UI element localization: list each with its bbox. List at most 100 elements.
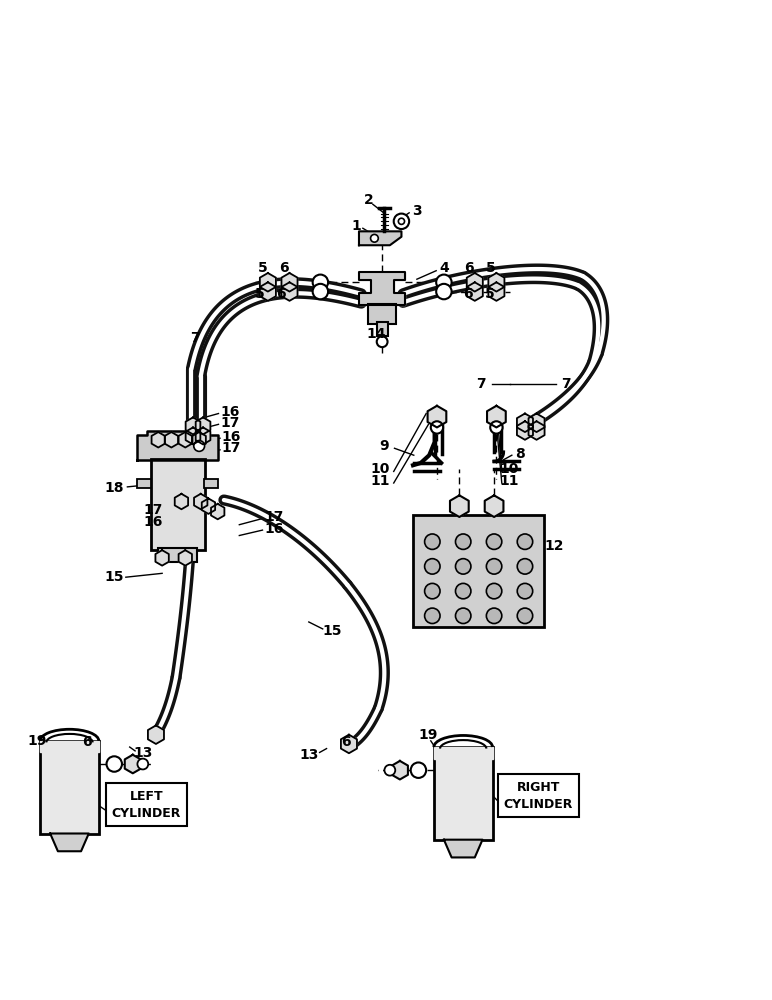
- Circle shape: [436, 275, 452, 290]
- Circle shape: [455, 534, 471, 549]
- Polygon shape: [359, 231, 401, 245]
- Polygon shape: [201, 498, 215, 514]
- Text: 5: 5: [255, 287, 264, 301]
- Polygon shape: [148, 725, 164, 744]
- Polygon shape: [151, 432, 165, 448]
- Text: 5: 5: [486, 261, 496, 275]
- Polygon shape: [428, 406, 446, 427]
- Text: 14: 14: [366, 327, 386, 341]
- Circle shape: [517, 559, 533, 574]
- Text: 13: 13: [299, 748, 319, 762]
- Bar: [377, 322, 388, 336]
- Circle shape: [371, 234, 378, 242]
- Bar: [498, 774, 579, 817]
- Polygon shape: [50, 834, 89, 851]
- Polygon shape: [185, 427, 201, 444]
- Text: 17: 17: [220, 416, 240, 430]
- Text: 16: 16: [222, 430, 242, 444]
- Polygon shape: [260, 282, 276, 301]
- Polygon shape: [194, 494, 208, 509]
- Polygon shape: [174, 494, 188, 509]
- Circle shape: [137, 759, 148, 769]
- Text: 8: 8: [515, 447, 524, 461]
- Circle shape: [486, 559, 502, 574]
- Circle shape: [384, 765, 395, 776]
- Polygon shape: [529, 414, 544, 432]
- Text: 5: 5: [258, 261, 267, 275]
- Polygon shape: [282, 282, 297, 301]
- Bar: [151, 459, 205, 550]
- Polygon shape: [392, 761, 408, 779]
- Polygon shape: [195, 427, 211, 444]
- Text: 10: 10: [371, 462, 391, 476]
- Polygon shape: [282, 273, 297, 292]
- Circle shape: [517, 583, 533, 599]
- Bar: [40, 741, 99, 834]
- Bar: [137, 479, 151, 488]
- Text: CYLINDER: CYLINDER: [112, 807, 181, 820]
- Circle shape: [398, 218, 405, 224]
- Polygon shape: [434, 747, 493, 759]
- Text: 5: 5: [485, 287, 494, 301]
- Circle shape: [517, 608, 533, 624]
- Bar: [106, 783, 187, 826]
- Text: 11: 11: [499, 474, 520, 488]
- Text: 6: 6: [463, 287, 472, 301]
- Polygon shape: [185, 417, 201, 434]
- Text: 15: 15: [104, 570, 124, 584]
- Text: RIGHT: RIGHT: [516, 781, 560, 794]
- Text: 6: 6: [465, 261, 474, 275]
- Text: 6: 6: [276, 287, 286, 301]
- Polygon shape: [467, 273, 482, 292]
- Bar: [413, 515, 544, 627]
- Text: 6: 6: [279, 261, 289, 275]
- Text: 7: 7: [190, 331, 199, 345]
- Text: 16: 16: [264, 522, 284, 536]
- Text: 4: 4: [439, 261, 449, 275]
- Polygon shape: [489, 282, 504, 301]
- Polygon shape: [195, 417, 211, 434]
- Text: 17: 17: [143, 503, 163, 517]
- Polygon shape: [137, 431, 218, 460]
- Text: 13: 13: [133, 746, 153, 760]
- Bar: [158, 548, 197, 562]
- Polygon shape: [517, 421, 533, 440]
- Text: 17: 17: [264, 510, 284, 524]
- Polygon shape: [211, 504, 225, 519]
- Polygon shape: [125, 755, 141, 773]
- Circle shape: [313, 275, 328, 290]
- Circle shape: [107, 756, 122, 772]
- Circle shape: [490, 421, 503, 434]
- Circle shape: [425, 608, 440, 624]
- Polygon shape: [444, 840, 482, 857]
- Bar: [434, 747, 493, 840]
- Text: 17: 17: [222, 441, 242, 455]
- Circle shape: [455, 608, 471, 624]
- Polygon shape: [341, 735, 357, 753]
- Text: 18: 18: [104, 481, 124, 495]
- Polygon shape: [178, 550, 192, 566]
- Circle shape: [455, 583, 471, 599]
- Circle shape: [486, 534, 502, 549]
- Circle shape: [425, 534, 440, 549]
- Polygon shape: [529, 421, 544, 440]
- Circle shape: [394, 214, 409, 229]
- Text: 2: 2: [364, 193, 374, 207]
- Circle shape: [425, 583, 440, 599]
- Text: 1: 1: [352, 219, 361, 233]
- Text: LEFT: LEFT: [130, 790, 163, 803]
- Circle shape: [313, 284, 328, 299]
- Polygon shape: [485, 495, 503, 517]
- Text: 7: 7: [561, 377, 571, 391]
- Text: 16: 16: [220, 405, 240, 419]
- Text: 11: 11: [371, 474, 391, 488]
- Polygon shape: [467, 282, 482, 301]
- Bar: [368, 304, 396, 324]
- Polygon shape: [489, 273, 504, 292]
- Circle shape: [486, 608, 502, 624]
- Text: CYLINDER: CYLINDER: [504, 798, 573, 811]
- Text: 19: 19: [27, 734, 47, 748]
- Polygon shape: [178, 432, 192, 448]
- Text: 7: 7: [476, 377, 486, 391]
- Text: 16: 16: [143, 515, 163, 529]
